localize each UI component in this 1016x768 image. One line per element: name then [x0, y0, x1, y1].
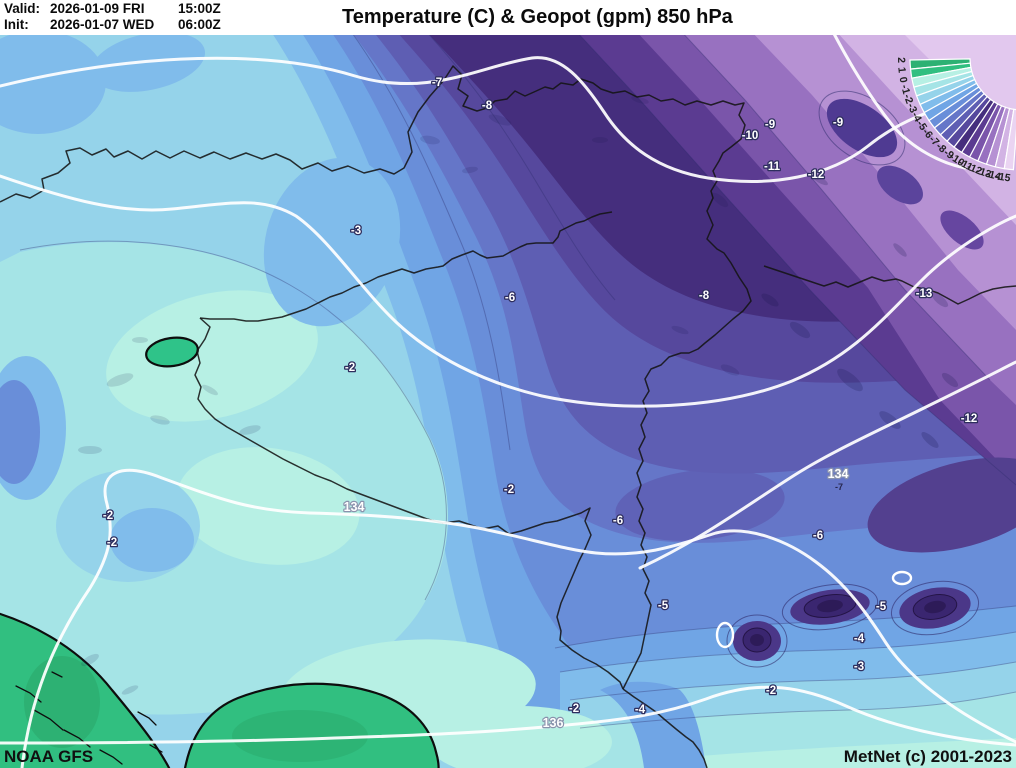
- temp-contour-label: -7: [432, 77, 442, 89]
- temp-contour-label: -6: [505, 292, 515, 304]
- geopot-contour-label: 134: [344, 500, 365, 514]
- init-label: Init:: [4, 17, 29, 32]
- legend-tick-label: 0: [897, 76, 910, 84]
- temp-contour-label: -6: [813, 530, 823, 542]
- temp-contour-label: -4: [635, 704, 646, 716]
- temp-contour-label: -2: [103, 510, 113, 522]
- temp-contour-label: -7: [835, 482, 843, 492]
- temp-contour-label: -8: [699, 290, 710, 302]
- page-title: Temperature (C) & Geopot (gpm) 850 hPa: [342, 6, 733, 28]
- init-date: 2026-01-07 WED: [50, 17, 155, 32]
- legend-tick-label: -13: [975, 165, 993, 181]
- temp-contour-label: -12: [808, 169, 825, 181]
- temperature-labels: -7 -8 -9 -10 -9 -11 -12 -3 -6 -8 -13 -2 -12 -2 -2 -2 -6 -…: [102, 76, 979, 718]
- temp-contour-label: -8: [482, 100, 493, 112]
- init-hour: 06:00Z: [178, 17, 221, 32]
- temp-contour-label: -2: [345, 362, 355, 374]
- temp-contour-label: -9: [765, 119, 775, 131]
- green-warm-regions: [0, 336, 440, 768]
- cold-pool-markers: [715, 570, 980, 668]
- valid-date: 2026-01-09 FRI: [50, 1, 145, 16]
- geopot-contour-label: 134: [828, 467, 849, 481]
- temp-contour-label: -4: [854, 633, 865, 645]
- legend-tick-label: -2: [901, 93, 916, 106]
- temp-contour-label: -9: [833, 117, 843, 129]
- temp-contour-label: -2: [504, 484, 514, 496]
- terrain-texture-carpathians: [761, 174, 959, 448]
- temp-contour-label: -3: [854, 661, 864, 673]
- temp-contour-label: -13: [916, 288, 933, 300]
- legend-wedge: [1003, 108, 1016, 171]
- temp-contour-label: -12: [961, 413, 978, 425]
- copyright-label: MetNet (c) 2001-2023: [843, 747, 1012, 766]
- legend-tick-label: -15: [994, 170, 1011, 184]
- temp-contour-label: -10: [742, 130, 759, 142]
- legend-tick-label: -12: [965, 161, 984, 178]
- legend-tick-label: -14: [984, 168, 1002, 183]
- country-borders: [0, 65, 1016, 768]
- temp-contour-label: -3: [351, 225, 361, 237]
- geopotential-labels: 134 134 136: [342, 466, 849, 731]
- temp-contour-label: -11: [764, 161, 781, 173]
- temp-contour-label: -6: [613, 515, 623, 527]
- legend-tick-label: 2: [895, 57, 907, 63]
- terrain-texture: [78, 96, 740, 695]
- geopot-contour-label: 136: [543, 716, 564, 730]
- valid-hour: 15:00Z: [178, 1, 221, 16]
- init-time-row: Init: 2026-01-07 WED 06:00Z: [4, 17, 221, 33]
- geopotential-contours: [0, 28, 1016, 768]
- temp-contour-label: -2: [569, 703, 579, 715]
- temp-contour-label: -2: [107, 537, 117, 549]
- legend-fan: 210-1-2-3-4-5-6-7-8-9-10-11-12-13-14-15: [895, 57, 1016, 185]
- model-name-label: NOAA GFS: [4, 747, 94, 766]
- valid-time-row: Valid: 2026-01-09 FRI 15:00Z: [4, 1, 221, 17]
- legend-tick-label: 1: [895, 66, 908, 73]
- temp-contour-label: -5: [658, 600, 669, 612]
- legend-tick-label: -1: [898, 83, 912, 95]
- temp-contour-label: -5: [876, 601, 887, 613]
- header-bar: Valid: 2026-01-09 FRI 15:00Z Init: 2026-01-…: [0, 0, 1016, 35]
- temp-contour-label: -2: [766, 685, 776, 697]
- valid-label: Valid:: [4, 1, 41, 16]
